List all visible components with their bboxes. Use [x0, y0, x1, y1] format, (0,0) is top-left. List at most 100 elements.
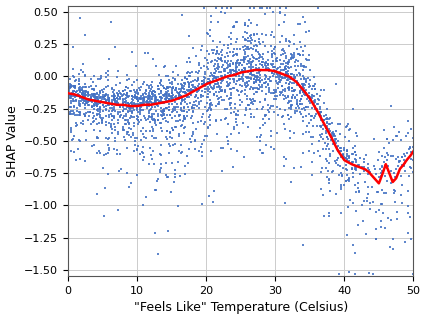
Point — [76, 85, 83, 90]
Point — [141, 79, 147, 84]
Point — [115, 102, 121, 107]
Point — [236, 82, 243, 87]
Point — [70, 74, 77, 79]
Point — [65, 91, 72, 96]
Point — [198, 66, 204, 71]
Point — [104, 95, 111, 100]
Point — [146, 92, 153, 98]
Point — [81, 114, 88, 119]
Point — [141, 100, 147, 106]
Point — [277, 68, 284, 73]
Point — [256, 70, 262, 76]
Point — [226, 100, 233, 105]
Point — [283, 63, 290, 68]
Point — [237, 61, 244, 66]
Point — [279, 93, 286, 98]
Point — [279, 72, 286, 77]
Point — [201, 86, 208, 92]
Point — [111, 139, 118, 144]
Point — [181, 80, 188, 85]
Point — [265, 82, 271, 87]
Point — [262, 73, 268, 78]
Point — [194, 79, 201, 84]
Point — [212, 75, 219, 80]
Point — [193, 90, 200, 95]
Point — [100, 94, 107, 100]
Point — [206, 115, 213, 120]
Point — [266, 117, 273, 122]
Point — [67, 96, 74, 101]
Point — [277, 39, 284, 44]
Point — [163, 172, 170, 177]
Point — [267, 74, 273, 79]
Point — [178, 150, 185, 155]
Point — [198, 81, 205, 86]
Point — [218, 58, 225, 63]
Point — [317, 107, 324, 112]
Point — [407, 165, 414, 170]
Point — [147, 120, 153, 125]
Point — [178, 93, 184, 98]
Point — [196, 68, 202, 74]
Point — [115, 92, 121, 98]
Point — [294, 109, 300, 114]
Point — [385, 153, 391, 158]
Point — [200, 121, 207, 126]
Point — [277, 62, 284, 67]
Point — [88, 94, 95, 100]
Point — [369, 271, 376, 276]
Point — [122, 96, 129, 101]
Point — [167, 96, 173, 101]
Point — [311, 98, 317, 103]
Point — [268, 133, 274, 139]
Point — [201, 69, 208, 74]
Point — [239, 68, 246, 74]
Point — [90, 86, 97, 91]
Point — [326, 189, 333, 194]
Point — [196, 60, 202, 66]
Point — [77, 104, 83, 109]
Point — [152, 94, 158, 99]
Point — [317, 110, 324, 115]
Point — [344, 178, 351, 183]
Point — [250, 5, 257, 11]
Point — [302, 64, 309, 69]
Point — [352, 251, 359, 256]
Point — [242, 67, 248, 72]
Point — [315, 148, 322, 153]
Point — [250, 114, 257, 119]
Point — [227, 102, 233, 107]
Point — [184, 93, 191, 98]
Point — [206, 51, 213, 56]
Point — [133, 89, 140, 94]
Point — [300, 105, 307, 110]
Point — [77, 16, 84, 21]
Point — [239, 78, 246, 84]
Point — [142, 92, 149, 97]
Point — [161, 64, 168, 69]
Point — [233, 53, 240, 58]
Point — [213, 93, 220, 98]
Point — [169, 93, 176, 99]
Point — [361, 164, 368, 169]
Point — [256, 67, 263, 72]
Point — [314, 107, 320, 112]
Point — [326, 176, 333, 181]
Point — [71, 91, 78, 96]
Point — [337, 122, 344, 127]
Point — [251, 31, 258, 36]
Point — [259, 31, 265, 36]
Point — [377, 170, 384, 175]
Point — [131, 102, 138, 108]
Point — [306, 93, 313, 99]
Point — [90, 102, 97, 107]
Point — [79, 94, 86, 99]
Point — [242, 44, 248, 49]
Point — [151, 101, 158, 106]
Point — [300, 91, 307, 96]
Point — [191, 146, 198, 151]
Point — [90, 102, 97, 108]
Point — [376, 167, 383, 172]
Point — [152, 90, 158, 95]
Point — [187, 88, 194, 93]
